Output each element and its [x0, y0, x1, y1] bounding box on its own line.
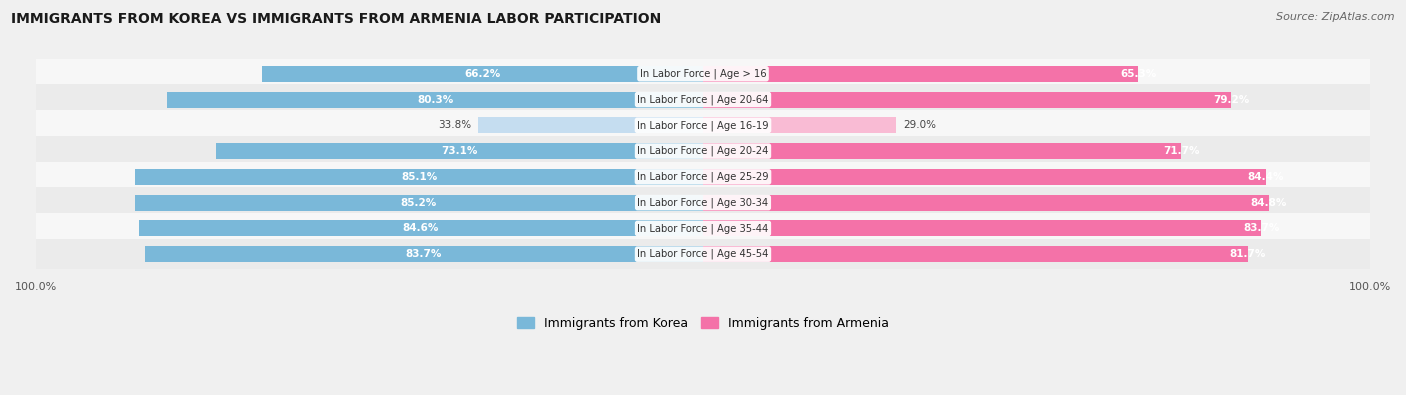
Text: 66.2%: 66.2%: [464, 69, 501, 79]
Text: 84.8%: 84.8%: [1250, 198, 1286, 208]
Text: 73.1%: 73.1%: [441, 146, 478, 156]
Bar: [145, 246, 703, 262]
Text: 81.7%: 81.7%: [1230, 249, 1265, 259]
Text: In Labor Force | Age 30-34: In Labor Force | Age 30-34: [637, 198, 769, 208]
Bar: [703, 143, 1181, 159]
Bar: [37, 85, 1369, 115]
Bar: [37, 58, 1369, 89]
Text: 84.6%: 84.6%: [402, 224, 439, 233]
Text: In Labor Force | Age 16-19: In Labor Force | Age 16-19: [637, 120, 769, 131]
Text: In Labor Force | Age 20-64: In Labor Force | Age 20-64: [637, 94, 769, 105]
Text: In Labor Force | Age 35-44: In Labor Force | Age 35-44: [637, 223, 769, 234]
Bar: [135, 169, 703, 185]
Text: 33.8%: 33.8%: [437, 120, 471, 130]
Text: IMMIGRANTS FROM KOREA VS IMMIGRANTS FROM ARMENIA LABOR PARTICIPATION: IMMIGRANTS FROM KOREA VS IMMIGRANTS FROM…: [11, 12, 661, 26]
Text: 83.7%: 83.7%: [1243, 224, 1279, 233]
Bar: [37, 136, 1369, 166]
Bar: [703, 246, 1249, 262]
Text: In Labor Force | Age 25-29: In Labor Force | Age 25-29: [637, 171, 769, 182]
Bar: [167, 92, 703, 107]
Text: 65.3%: 65.3%: [1121, 69, 1157, 79]
Text: In Labor Force | Age > 16: In Labor Force | Age > 16: [640, 68, 766, 79]
Text: 71.7%: 71.7%: [1163, 146, 1199, 156]
Text: 84.4%: 84.4%: [1247, 172, 1284, 182]
Bar: [703, 117, 897, 133]
Bar: [37, 213, 1369, 244]
Bar: [135, 195, 703, 211]
Bar: [37, 110, 1369, 141]
Text: 83.7%: 83.7%: [406, 249, 441, 259]
Text: 80.3%: 80.3%: [418, 94, 453, 105]
Text: Source: ZipAtlas.com: Source: ZipAtlas.com: [1277, 12, 1395, 22]
Bar: [703, 169, 1265, 185]
Bar: [703, 195, 1268, 211]
Text: In Labor Force | Age 45-54: In Labor Force | Age 45-54: [637, 249, 769, 260]
Bar: [37, 162, 1369, 192]
Bar: [703, 220, 1261, 236]
Bar: [37, 188, 1369, 218]
Bar: [478, 117, 703, 133]
Text: 29.0%: 29.0%: [903, 120, 936, 130]
Legend: Immigrants from Korea, Immigrants from Armenia: Immigrants from Korea, Immigrants from A…: [512, 312, 894, 335]
Text: In Labor Force | Age 20-24: In Labor Force | Age 20-24: [637, 146, 769, 156]
Text: 79.2%: 79.2%: [1213, 94, 1250, 105]
Bar: [703, 92, 1232, 107]
Bar: [215, 143, 703, 159]
Bar: [262, 66, 703, 82]
Text: 85.2%: 85.2%: [401, 198, 437, 208]
Bar: [139, 220, 703, 236]
Bar: [703, 66, 1139, 82]
Bar: [37, 239, 1369, 269]
Text: 85.1%: 85.1%: [401, 172, 437, 182]
